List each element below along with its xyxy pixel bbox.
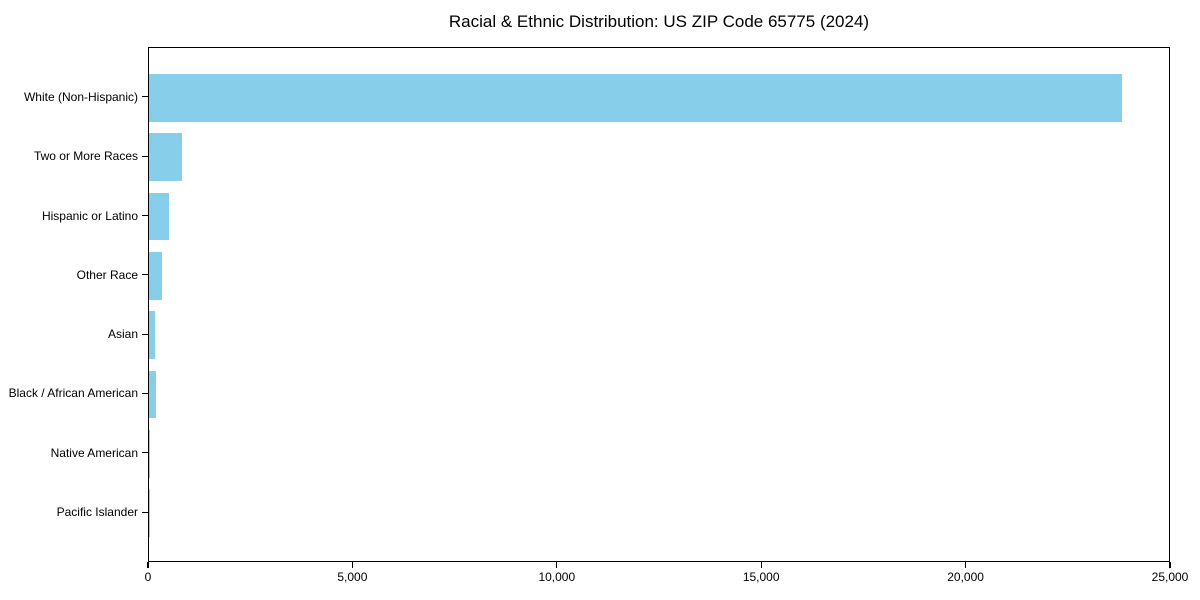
y-tick-mark (142, 155, 148, 157)
x-tick-mark (965, 562, 967, 568)
x-tick-label: 10,000 (538, 570, 576, 584)
x-tick-label: 0 (144, 570, 152, 584)
plot-area (148, 47, 1170, 562)
bar (149, 133, 182, 181)
bar (149, 370, 156, 419)
y-tick-label: Hispanic or Latino (41, 208, 138, 223)
y-tick-mark (142, 452, 148, 454)
x-tick-mark (351, 562, 353, 568)
y-tick-mark (142, 333, 148, 335)
x-tick-label: 5,000 (337, 570, 368, 584)
y-tick-label: Pacific Islander (56, 505, 138, 520)
y-tick-mark (142, 511, 148, 513)
y-tick-label: Asian (107, 327, 138, 342)
y-tick-label: Black / African American (8, 386, 138, 401)
x-tick-mark (1169, 562, 1171, 568)
x-tick-label: 15,000 (742, 570, 780, 584)
x-tick-label: 25,000 (1151, 570, 1189, 584)
y-tick-mark (142, 392, 148, 395)
y-tick-label: White (Non-Hispanic) (23, 89, 138, 104)
y-tick-label: Other Race (76, 267, 138, 282)
bar (149, 311, 156, 359)
bar (149, 192, 170, 241)
chart-title: Racial & Ethnic Distribution: US ZIP Cod… (448, 12, 870, 31)
y-tick-mark (142, 214, 148, 217)
y-tick-label: Two or More Races (33, 149, 138, 164)
bar (149, 74, 1122, 122)
bar (149, 430, 151, 478)
x-tick-mark (760, 562, 762, 568)
y-tick-mark (142, 274, 148, 276)
x-tick-mark (147, 562, 149, 568)
x-tick-mark (556, 562, 558, 568)
bar (149, 252, 163, 300)
x-tick-label: 20,000 (947, 570, 984, 584)
y-tick-mark (142, 96, 148, 98)
y-tick-label: Native American (50, 445, 138, 460)
